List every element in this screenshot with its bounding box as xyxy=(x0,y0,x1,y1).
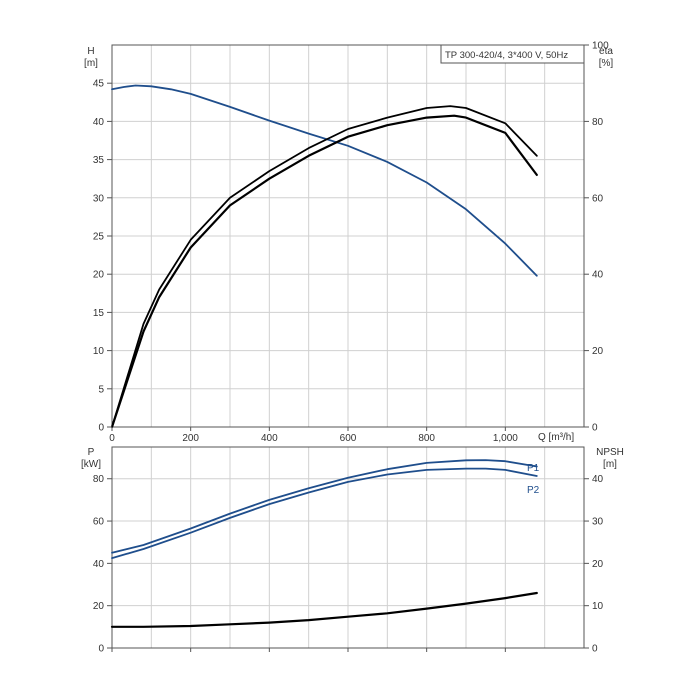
y2-axis-unit-npsh: [m] xyxy=(603,459,617,470)
legend-p2: P2 xyxy=(527,485,540,496)
y2-tick-label: 80 xyxy=(592,117,604,128)
chart-title: TP 300-420/4, 3*400 V, 50Hz xyxy=(445,50,568,61)
x-tick-label: 1,000 xyxy=(493,433,518,444)
title-box xyxy=(440,44,585,64)
y-tick-label: 0 xyxy=(98,644,104,655)
y-tick-label: 15 xyxy=(93,308,105,319)
y2-axis-label-npsh: NPSH xyxy=(596,447,624,458)
y-axis-unit-p: [kW] xyxy=(81,459,101,470)
series-3-line xyxy=(110,591,538,628)
y2-tick-label: 10 xyxy=(592,601,604,612)
y-tick-label: 40 xyxy=(93,559,105,570)
y2-tick-label: 30 xyxy=(592,517,604,528)
bottom-grid xyxy=(112,447,584,648)
y-tick-label: 0 xyxy=(98,423,104,434)
top-panel: 0 5 10 15 20 25 30 35 40 45 0 20 40 60 80 100 0 200 400 600… xyxy=(84,41,613,445)
y-tick-label: 5 xyxy=(98,384,104,395)
y-axis-label-h: H xyxy=(87,46,94,57)
y-tick-label: 25 xyxy=(93,232,105,243)
top-grid xyxy=(112,45,584,427)
x-tick-label: 400 xyxy=(261,433,278,444)
y-tick-label: 30 xyxy=(93,193,105,204)
series-3-line xyxy=(110,114,538,429)
y2-tick-label: 0 xyxy=(592,423,598,434)
y2-tick-label: 40 xyxy=(592,474,604,485)
x-tick-label: 800 xyxy=(418,433,435,444)
y-tick-label: 45 xyxy=(93,79,105,90)
y2-axis-label-eta: eta xyxy=(599,46,613,57)
bottom-ticks: 0 20 40 60 80 0 10 20 30 40 xyxy=(93,474,604,654)
x-tick-label: 0 xyxy=(109,433,115,444)
y-tick-label: 80 xyxy=(93,474,105,485)
y2-tick-label: 0 xyxy=(592,644,598,655)
y-axis-label-p: P xyxy=(88,447,95,458)
legend-p1: P1 xyxy=(527,463,540,474)
y2-tick-label: 20 xyxy=(592,346,604,357)
bottom-series xyxy=(110,459,538,628)
y-tick-label: 10 xyxy=(93,346,105,357)
y-tick-label: 20 xyxy=(93,270,105,281)
y2-tick-label: 20 xyxy=(592,559,604,570)
y-tick-label: 20 xyxy=(93,601,105,612)
x-tick-label: 200 xyxy=(182,433,199,444)
top-series xyxy=(110,84,538,429)
y-axis-unit-h: [m] xyxy=(84,58,98,69)
series-2-line xyxy=(111,105,538,428)
series-1-line xyxy=(111,84,538,277)
y-tick-label: 40 xyxy=(93,117,105,128)
y-tick-label: 35 xyxy=(93,155,105,166)
y2-tick-label: 100 xyxy=(592,41,609,52)
y2-tick-label: 60 xyxy=(592,193,604,204)
y2-axis-unit-eta: [%] xyxy=(599,58,614,69)
bottom-panel: 0 20 40 60 80 0 10 20 30 40 P [kW] NPSH [m] P1 P2 xyxy=(81,446,624,655)
series-p1-line xyxy=(111,459,538,554)
top-ticks: 0 5 10 15 20 25 30 35 40 45 0 20 40 60 80 100 0 200 400 600… xyxy=(93,41,609,445)
series-p2-line xyxy=(111,467,538,559)
y2-tick-label: 40 xyxy=(592,270,604,281)
x-axis-label-q: Q [m³/h] xyxy=(538,432,574,443)
x-tick-label: 600 xyxy=(340,433,357,444)
y-tick-label: 60 xyxy=(93,517,105,528)
